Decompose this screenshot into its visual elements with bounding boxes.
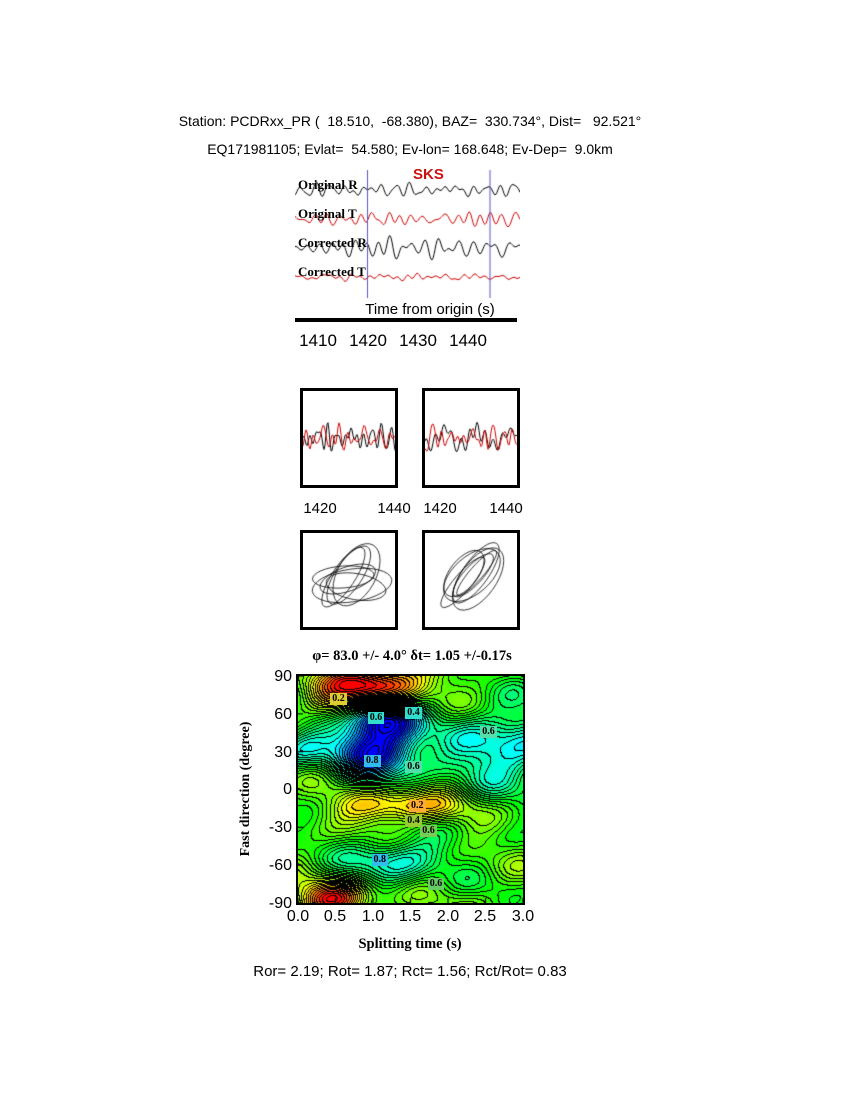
header-line-2: EQ171981105; Evlat= 54.580; Ev-lon= 168.… (207, 141, 613, 157)
x-tick-label: 0.0 (286, 908, 310, 925)
zoom-canvas-left (303, 391, 395, 485)
y-tick-label: -60 (268, 857, 292, 874)
trace-label-corrected-t: Corrected T (298, 264, 366, 279)
contour-label: 0.6 (420, 825, 437, 838)
trace-canvas (295, 166, 520, 314)
zoom-tick-label: 1440 (489, 500, 523, 517)
footer-statistics: Ror= 2.19; Rot= 1.87; Rct= 1.56; Rct/Rot… (253, 963, 567, 980)
zoom-tick-label: 1420 (423, 500, 457, 517)
time-tick-label: 1420 (349, 331, 387, 350)
contour-label: 0.6 (427, 878, 445, 891)
x-tick-label: 2.5 (473, 908, 497, 925)
trace-label-original-r: Original R (298, 177, 358, 192)
contour-label: 0.4 (405, 706, 422, 719)
particle-motion-box-right (422, 530, 520, 630)
splitting-time-axis-label: Splitting time (s) (358, 936, 462, 952)
x-tick-label: 2.0 (436, 908, 460, 925)
contour-label: 0.6 (367, 711, 385, 724)
x-tick-label: 1.5 (398, 908, 422, 925)
zoom-canvas-right (425, 391, 517, 485)
zoom-tick-label: 1420 (303, 500, 337, 517)
time-tick-label: 1430 (399, 331, 437, 350)
contour-label: 0.2 (409, 800, 426, 813)
zoom-box-right (422, 388, 520, 488)
time-axis-label: Time from origin (s) (365, 301, 495, 318)
y-tick-label: -90 (268, 895, 292, 912)
contour-label: 0.6 (480, 725, 497, 738)
pm-canvas-left (303, 533, 395, 627)
phase-label: SKS (413, 166, 444, 183)
time-axis-bar (295, 318, 517, 322)
x-tick-label: 1.0 (361, 908, 385, 925)
header-line-1: Station: PCDRxx_PR ( 18.510, -68.380), B… (178, 113, 642, 129)
x-tick-label: 0.5 (323, 908, 347, 925)
y-tick-label: 30 (274, 744, 292, 761)
y-tick-label: 0 (283, 781, 292, 798)
y-tick-label: 90 (274, 668, 292, 685)
zoom-box-left (300, 388, 398, 488)
time-tick-label: 1440 (449, 331, 487, 350)
time-tick-label: 1410 (299, 331, 337, 350)
contour-label: 0.8 (364, 754, 381, 767)
trace-label-corrected-r: Corrected R (298, 235, 367, 250)
contour-label: 0.4 (405, 815, 422, 828)
contour-label: 0.8 (371, 854, 388, 867)
particle-motion-box-left (300, 530, 398, 630)
trace-label-original-t: Original T (298, 206, 357, 221)
contour-label: 0.6 (405, 761, 422, 774)
y-tick-label: 60 (274, 706, 292, 723)
zoom-tick-label: 1440 (377, 500, 411, 517)
x-tick-label: 3.0 (511, 908, 535, 925)
pm-canvas-right (425, 533, 517, 627)
y-tick-label: -30 (268, 819, 292, 836)
contour-title: φ= 83.0 +/- 4.0° δt= 1.05 +/-0.17s (312, 648, 512, 664)
contour-label: 0.2 (330, 692, 347, 705)
